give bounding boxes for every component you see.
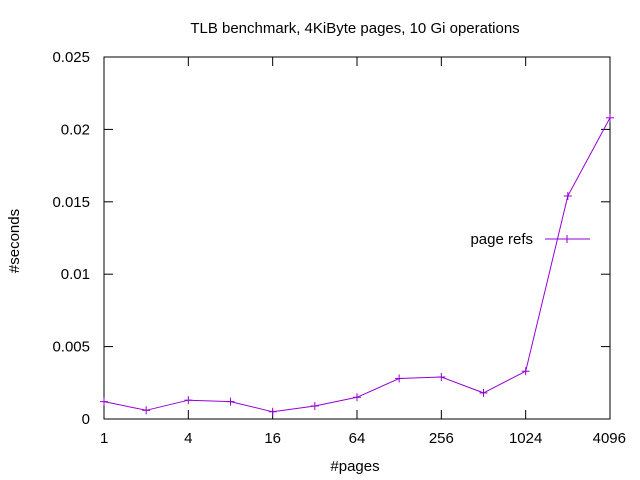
data-point — [395, 374, 404, 383]
x-tick-label: 64 — [349, 430, 366, 447]
data-point — [310, 401, 319, 410]
data-point — [226, 397, 235, 406]
data-point — [142, 406, 151, 415]
series-line — [103, 117, 611, 413]
x-tick-label: 1024 — [509, 430, 542, 447]
data-point — [268, 407, 277, 416]
y-tick-label: 0.015 — [52, 194, 90, 211]
x-tick-label: 4 — [184, 430, 192, 447]
data-point — [100, 397, 108, 406]
y-tick-label: 0.005 — [52, 339, 90, 356]
data-point — [353, 393, 361, 402]
x-tick-label: 256 — [429, 430, 454, 447]
y-axis-label: #seconds — [6, 209, 23, 273]
data-point — [606, 113, 614, 122]
data-point — [521, 367, 530, 376]
x-tick-label: 1 — [100, 430, 108, 447]
legend-marker — [563, 235, 571, 243]
y-tick-label: 0.025 — [52, 49, 90, 66]
x-tick-label: 16 — [264, 430, 281, 447]
data-point — [479, 388, 488, 397]
series-layer — [100, 113, 614, 416]
x-tick-label: 4096 — [593, 430, 626, 447]
chart-title: TLB benchmark, 4KiByte pages, 10 Gi oper… — [190, 20, 519, 37]
y-tick-label: 0.01 — [61, 266, 90, 283]
data-point — [184, 396, 193, 405]
data-point — [563, 192, 572, 201]
axes: 0 0.005 0.01 0.015 0.02 0.025 1 4 16 64 256 1024 409… — [52, 49, 626, 447]
legend: page refs — [470, 231, 590, 248]
data-point — [437, 373, 446, 382]
y-tick-label: 0 — [82, 411, 90, 428]
plot-frame — [103, 56, 611, 420]
x-axis-label: #pages — [330, 458, 379, 475]
y-tick-label: 0.02 — [61, 121, 90, 138]
legend-label: page refs — [470, 231, 533, 248]
